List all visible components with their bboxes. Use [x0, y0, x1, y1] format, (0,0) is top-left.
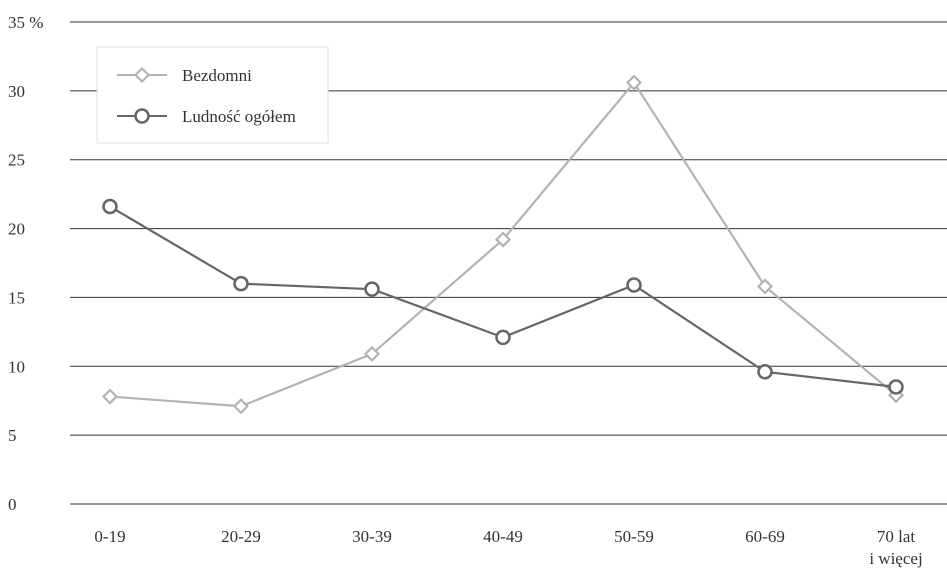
legend-marker-shape	[134, 108, 150, 124]
y-tick-label: 0	[8, 495, 17, 514]
legend-item-bezdomni: Bezdomni	[117, 66, 252, 85]
y-tick-label: 5	[8, 426, 17, 445]
data-point-circle	[233, 275, 249, 292]
y-axis-ticks: 0 5 10 15 20 25 30 35 %	[8, 13, 43, 514]
data-point-circle	[102, 198, 118, 215]
x-tick-label: 40-49	[483, 527, 523, 546]
legend-marker-ludnosc-ogolem	[134, 108, 150, 124]
legend-marker-bezdomni	[133, 66, 151, 84]
data-point-circle	[495, 329, 511, 346]
data-point-diamond	[494, 231, 512, 248]
x-tick-label: 60-69	[745, 527, 785, 546]
y-tick-label: 35 %	[8, 13, 43, 32]
x-tick-label: 20-29	[221, 527, 261, 546]
legend-label-ludnosc-ogolem: Ludność ogółem	[182, 107, 296, 126]
data-point-diamond	[101, 388, 119, 405]
x-tick-label: 50-59	[614, 527, 654, 546]
y-tick-label: 10	[8, 357, 25, 376]
x-tick-label: 0-19	[94, 527, 125, 546]
y-tick-label: 30	[8, 82, 25, 101]
x-axis-ticks: 0-19 20-29 30-39 40-49 50-59 60-69 70 lat i wię…	[94, 527, 922, 568]
legend-marker-shape	[133, 66, 151, 84]
series-ludnosc-ogolem	[102, 198, 904, 395]
data-point-diamond	[232, 398, 250, 415]
series-lines	[101, 74, 905, 415]
data-point-circle	[626, 277, 642, 293]
data-point-circle	[888, 379, 904, 395]
legend: Bezdomni Ludność ogółem	[96, 46, 329, 144]
y-tick-label: 20	[8, 220, 25, 239]
legend-item-ludnosc-ogolem: Ludność ogółem	[117, 107, 296, 126]
data-point-circle	[757, 364, 773, 380]
legend-box	[96, 46, 329, 144]
y-tick-label: 25	[8, 151, 25, 170]
data-point-diamond	[363, 345, 381, 362]
data-point-diamond	[625, 74, 643, 91]
data-point-diamond	[756, 278, 774, 295]
data-point-circle	[364, 281, 380, 297]
x-tick-label: 70 lat i więcej	[869, 527, 922, 568]
y-tick-label: 15	[8, 288, 25, 307]
legend-label-bezdomni: Bezdomni	[182, 66, 252, 85]
x-tick-label: 30-39	[352, 527, 392, 546]
series-bezdomni	[101, 74, 905, 415]
